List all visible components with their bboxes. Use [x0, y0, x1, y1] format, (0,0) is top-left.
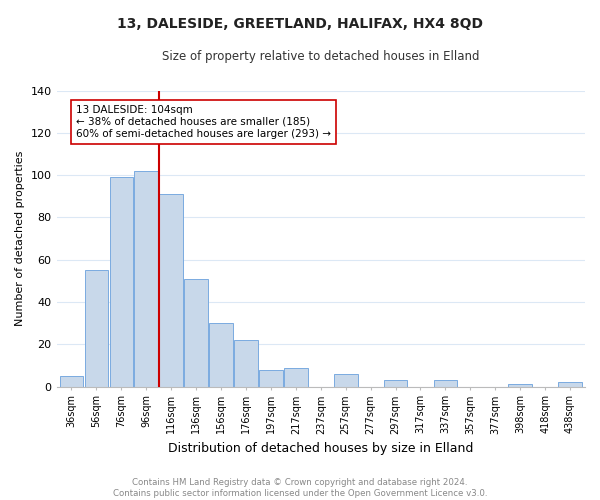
Text: 13, DALESIDE, GREETLAND, HALIFAX, HX4 8QD: 13, DALESIDE, GREETLAND, HALIFAX, HX4 8Q…	[117, 18, 483, 32]
Bar	[209, 323, 233, 386]
Bar	[110, 177, 133, 386]
Bar	[134, 171, 158, 386]
Bar	[334, 374, 358, 386]
Bar	[384, 380, 407, 386]
Bar	[434, 380, 457, 386]
Y-axis label: Number of detached properties: Number of detached properties	[15, 151, 25, 326]
Text: 13 DALESIDE: 104sqm
← 38% of detached houses are smaller (185)
60% of semi-detac: 13 DALESIDE: 104sqm ← 38% of detached ho…	[76, 106, 331, 138]
Text: Contains HM Land Registry data © Crown copyright and database right 2024.
Contai: Contains HM Land Registry data © Crown c…	[113, 478, 487, 498]
Title: Size of property relative to detached houses in Elland: Size of property relative to detached ho…	[162, 50, 479, 63]
Bar	[160, 194, 183, 386]
Bar	[85, 270, 108, 386]
Bar	[558, 382, 582, 386]
Bar	[508, 384, 532, 386]
Bar	[284, 368, 308, 386]
Bar	[59, 376, 83, 386]
Bar	[259, 370, 283, 386]
X-axis label: Distribution of detached houses by size in Elland: Distribution of detached houses by size …	[168, 442, 473, 455]
Bar	[184, 278, 208, 386]
Bar	[234, 340, 258, 386]
